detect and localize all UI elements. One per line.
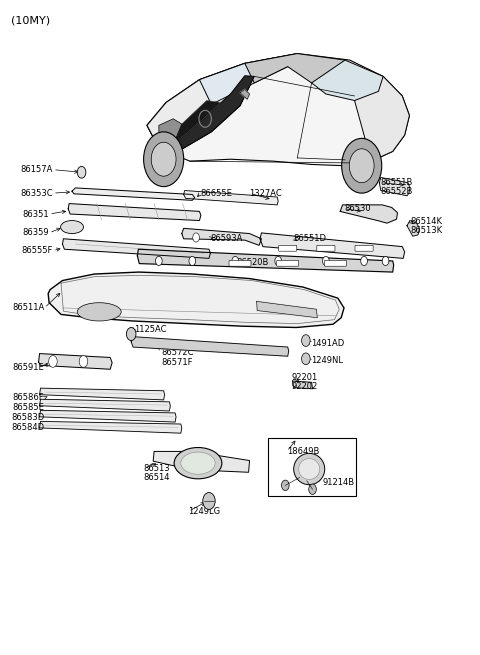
Circle shape: [48, 356, 57, 367]
Circle shape: [382, 256, 389, 265]
Polygon shape: [184, 191, 278, 205]
Polygon shape: [38, 354, 112, 369]
Polygon shape: [39, 421, 182, 433]
Polygon shape: [159, 76, 254, 151]
Circle shape: [323, 256, 329, 265]
Circle shape: [126, 328, 136, 341]
Text: 86584D: 86584D: [11, 422, 44, 432]
Text: 86359: 86359: [23, 229, 49, 237]
Text: 86520B: 86520B: [236, 258, 268, 267]
Polygon shape: [245, 54, 345, 83]
Polygon shape: [312, 60, 383, 100]
Text: 86530: 86530: [344, 204, 371, 214]
Polygon shape: [292, 381, 312, 389]
Text: 86511A: 86511A: [12, 303, 44, 312]
Polygon shape: [257, 301, 317, 318]
Polygon shape: [260, 233, 405, 258]
Text: 1491AD: 1491AD: [311, 339, 344, 348]
Polygon shape: [159, 119, 182, 148]
Text: 86514K: 86514K: [411, 217, 443, 227]
Circle shape: [342, 138, 382, 193]
Ellipse shape: [181, 452, 215, 474]
Polygon shape: [340, 205, 397, 223]
Circle shape: [301, 335, 310, 346]
Circle shape: [79, 356, 88, 367]
Ellipse shape: [294, 453, 324, 485]
Circle shape: [281, 480, 289, 491]
Text: 1249LG: 1249LG: [189, 507, 221, 516]
Text: 86353C: 86353C: [20, 189, 53, 198]
Text: 86513: 86513: [144, 464, 170, 473]
Circle shape: [151, 142, 176, 176]
Polygon shape: [153, 451, 250, 472]
Text: 86585E: 86585E: [12, 403, 44, 412]
Text: 1327AC: 1327AC: [250, 189, 282, 198]
Text: 86551D: 86551D: [293, 234, 326, 242]
Polygon shape: [147, 64, 254, 151]
Ellipse shape: [174, 447, 222, 479]
Polygon shape: [68, 204, 201, 221]
Polygon shape: [240, 90, 250, 99]
Ellipse shape: [299, 458, 320, 479]
Text: 91214B: 91214B: [322, 478, 354, 487]
Circle shape: [156, 256, 162, 265]
Circle shape: [361, 256, 367, 265]
Text: 18649B: 18649B: [287, 447, 319, 456]
Polygon shape: [39, 400, 170, 411]
Text: 86583D: 86583D: [11, 413, 44, 422]
Polygon shape: [48, 272, 344, 328]
Text: (10MY): (10MY): [11, 16, 50, 26]
FancyBboxPatch shape: [229, 260, 251, 266]
Circle shape: [203, 493, 215, 510]
Text: 92202: 92202: [291, 382, 318, 390]
Text: 86591E: 86591E: [12, 364, 44, 373]
Circle shape: [193, 233, 199, 242]
Text: 86555F: 86555F: [22, 246, 53, 255]
Circle shape: [301, 353, 310, 365]
FancyBboxPatch shape: [279, 246, 297, 251]
Text: 86572C: 86572C: [161, 348, 194, 357]
Text: 92201: 92201: [291, 373, 318, 382]
Polygon shape: [62, 239, 210, 258]
Text: 86351: 86351: [23, 210, 49, 219]
Text: 1125AC: 1125AC: [134, 325, 167, 334]
Circle shape: [144, 132, 184, 187]
Polygon shape: [137, 250, 394, 272]
Polygon shape: [39, 410, 176, 422]
FancyBboxPatch shape: [268, 438, 356, 496]
Polygon shape: [355, 77, 409, 161]
Text: 86551B: 86551B: [381, 178, 413, 187]
Ellipse shape: [60, 221, 84, 234]
Text: 86571F: 86571F: [161, 358, 193, 367]
Ellipse shape: [77, 303, 121, 321]
Polygon shape: [147, 54, 409, 166]
Text: 86513K: 86513K: [411, 227, 443, 235]
FancyBboxPatch shape: [324, 260, 347, 266]
Circle shape: [189, 256, 196, 265]
Polygon shape: [131, 337, 288, 356]
Circle shape: [349, 149, 374, 183]
Polygon shape: [379, 178, 410, 196]
Polygon shape: [173, 100, 221, 145]
Polygon shape: [182, 229, 262, 246]
Text: 1249NL: 1249NL: [311, 356, 343, 365]
Text: 86586F: 86586F: [12, 394, 44, 402]
Text: 86655E: 86655E: [201, 189, 233, 198]
Text: 86552B: 86552B: [381, 187, 413, 196]
Polygon shape: [39, 388, 165, 400]
Polygon shape: [72, 188, 195, 200]
FancyBboxPatch shape: [317, 246, 335, 251]
Polygon shape: [407, 221, 420, 236]
FancyBboxPatch shape: [355, 246, 373, 251]
Circle shape: [232, 256, 239, 265]
FancyBboxPatch shape: [277, 260, 299, 266]
Circle shape: [275, 256, 281, 265]
Text: 86593A: 86593A: [210, 234, 243, 242]
Circle shape: [77, 166, 86, 178]
Text: 86514: 86514: [144, 473, 170, 482]
Polygon shape: [199, 54, 297, 104]
Circle shape: [309, 484, 316, 495]
Text: 86157A: 86157A: [21, 165, 53, 174]
